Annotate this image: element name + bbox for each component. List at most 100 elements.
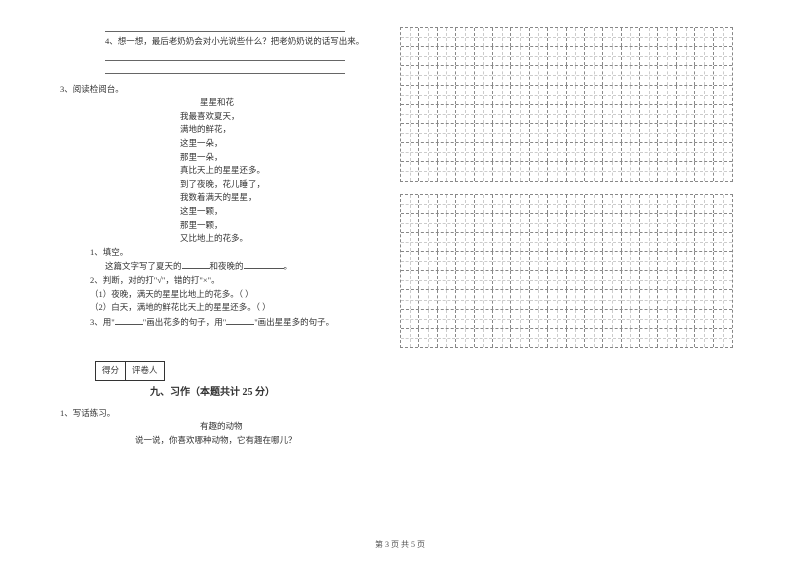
grid-cell (585, 47, 603, 65)
grid-cell (475, 310, 493, 328)
grid-cell (640, 310, 658, 328)
grid-cell (677, 290, 695, 308)
grid-cell (475, 214, 493, 232)
writing-prompt: 说一说，你喜欢哪种动物，它有趣在哪儿？ (60, 434, 370, 448)
grid-cell (677, 310, 695, 328)
grid-cell (511, 143, 529, 161)
grid-cell (714, 329, 732, 347)
grid-cell (401, 252, 419, 270)
grid-cell (493, 162, 511, 180)
question-3-label: 3、阅读检阅台。 (60, 83, 370, 97)
grid-cell (419, 290, 437, 308)
grid-cell (511, 252, 529, 270)
grid-cell (658, 233, 676, 251)
grid-cell (419, 252, 437, 270)
grid-cell (548, 252, 566, 270)
grid-cell (695, 124, 713, 142)
grid-cell (585, 28, 603, 46)
grid-cell (622, 329, 640, 347)
grid-row (401, 252, 732, 271)
grid-cell (603, 162, 621, 180)
grid-cell (714, 195, 732, 213)
grid-cell (658, 271, 676, 289)
right-column (400, 20, 745, 448)
grid-cell (567, 290, 585, 308)
grid-cell (622, 47, 640, 65)
grid-cell (511, 271, 529, 289)
grid-cell (419, 28, 437, 46)
poem-line: 那里一朵， (60, 151, 370, 165)
grid-cell (695, 105, 713, 123)
grid-cell (695, 271, 713, 289)
grid-cell (567, 66, 585, 84)
page-content: 4、想一想，最后老奶奶会对小光说些什么？把老奶奶说的话写出来。 3、阅读检阅台。… (0, 0, 800, 448)
fill-text: 和夜晚的 (210, 261, 244, 271)
grid-cell (401, 214, 419, 232)
grid-cell (603, 66, 621, 84)
grid-cell (475, 195, 493, 213)
grid-row (401, 310, 732, 329)
grid-row (401, 105, 732, 124)
grid-cell (456, 105, 474, 123)
grid-cell (419, 66, 437, 84)
grid-cell (585, 214, 603, 232)
grid-cell (585, 195, 603, 213)
grid-cell (677, 86, 695, 104)
grid-cell (456, 86, 474, 104)
grader-cell: 评卷人 (125, 361, 165, 381)
grid-cell (640, 329, 658, 347)
grid-cell (640, 28, 658, 46)
grid-cell (493, 290, 511, 308)
grid-cell (658, 310, 676, 328)
grid-cell (438, 271, 456, 289)
grid-cell (438, 310, 456, 328)
grid-cell (475, 271, 493, 289)
poem-line: 到了夜晚，花儿睡了， (60, 178, 370, 192)
grid-cell (530, 105, 548, 123)
grid-cell (640, 86, 658, 104)
grid-row (401, 124, 732, 143)
grid-cell (493, 86, 511, 104)
grid-cell (530, 28, 548, 46)
grid-row (401, 290, 732, 309)
grid-cell (456, 28, 474, 46)
grid-cell (419, 233, 437, 251)
grid-cell (419, 214, 437, 232)
grid-cell (695, 290, 713, 308)
grid-cell (585, 329, 603, 347)
grid-cell (530, 66, 548, 84)
grid-cell (511, 66, 529, 84)
grid-cell (511, 310, 529, 328)
grid-cell (567, 310, 585, 328)
grid-cell (438, 124, 456, 142)
grid-cell (585, 290, 603, 308)
grid-cell (401, 124, 419, 142)
grid-cell (585, 271, 603, 289)
grid-cell (475, 233, 493, 251)
grid-cell (456, 214, 474, 232)
grid-cell (585, 310, 603, 328)
grid-cell (419, 86, 437, 104)
grid-cell (511, 195, 529, 213)
grid-cell (419, 329, 437, 347)
grid-cell (456, 124, 474, 142)
grid-cell (530, 310, 548, 328)
grid-cell (456, 310, 474, 328)
grid-cell (419, 143, 437, 161)
grid-cell (658, 143, 676, 161)
left-column: 4、想一想，最后老奶奶会对小光说些什么？把老奶奶说的话写出来。 3、阅读检阅台。… (60, 20, 370, 448)
grid-cell (677, 28, 695, 46)
grid-cell (567, 86, 585, 104)
grid-cell (511, 162, 529, 180)
sub-question-1: 1、填空。 (60, 246, 370, 260)
grid-cell (585, 233, 603, 251)
grid-cell (419, 310, 437, 328)
grid-cell (622, 271, 640, 289)
grid-cell (548, 195, 566, 213)
grid-cell (475, 66, 493, 84)
grid-cell (603, 28, 621, 46)
grid-cell (677, 124, 695, 142)
grid-cell (511, 290, 529, 308)
grid-cell (401, 105, 419, 123)
grid-cell (622, 290, 640, 308)
